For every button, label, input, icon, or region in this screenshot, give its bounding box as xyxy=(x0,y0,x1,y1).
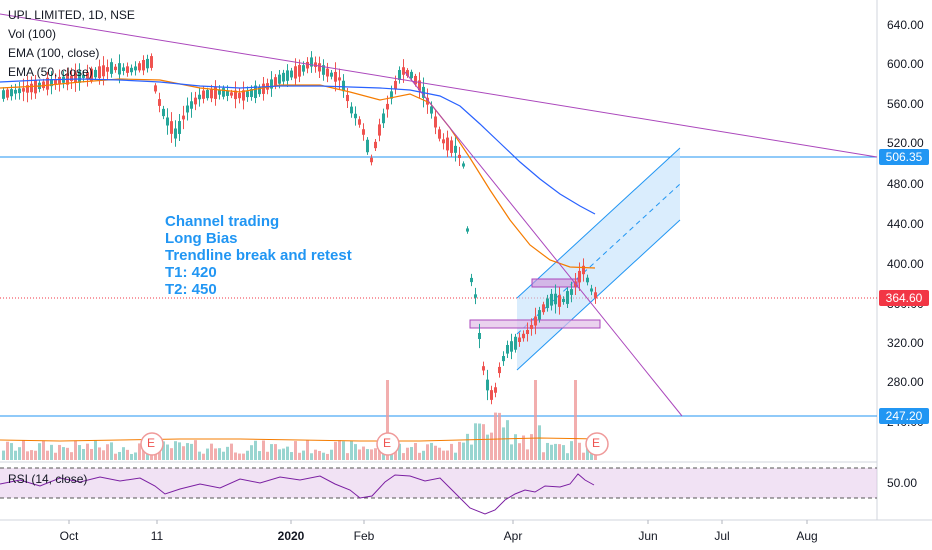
short-trendline[interactable] xyxy=(404,71,683,417)
time-tick-label: Aug xyxy=(796,529,817,543)
annotation-line-1: Channel trading xyxy=(165,213,280,230)
price-tag-506: 506.35 xyxy=(879,149,929,165)
indicator-legend: UPL LIMITED, 1D, NSE Vol (100) EMA (100,… xyxy=(8,6,135,82)
earnings-marker-label-2[interactable]: E xyxy=(383,436,392,450)
rsi-axis-tick: 50.00 xyxy=(887,476,917,490)
indicator-ema-50[interactable]: EMA (50, close) xyxy=(8,65,93,79)
price-tick-label: 520.00 xyxy=(887,136,924,150)
time-tick-label: 11 xyxy=(151,529,164,543)
ema-100-line xyxy=(0,78,596,215)
volume-ma-line xyxy=(0,437,601,442)
annotation-line-3: Trendline break and retest xyxy=(165,247,352,264)
annotation-line-5: T2: 450 xyxy=(165,281,217,298)
time-axis[interactable]: Oct 11 2020 Feb Apr Jun Jul Aug xyxy=(60,520,818,543)
price-tick-label: 280.00 xyxy=(887,375,924,389)
chart-annotation[interactable]: Channel trading Long Bias Trendline brea… xyxy=(165,213,352,298)
price-tag-364: 364.60 xyxy=(879,290,929,306)
earnings-marker-label-3[interactable]: E xyxy=(592,436,601,450)
volume-bars xyxy=(2,380,597,460)
time-tick-label: 2020 xyxy=(278,529,305,543)
rsi-line xyxy=(0,473,595,515)
indicator-vol[interactable]: Vol (100) xyxy=(8,27,57,41)
price-tick-label: 480.00 xyxy=(887,177,924,191)
price-tick-label: 600.00 xyxy=(887,57,924,71)
time-tick-label: Feb xyxy=(354,529,375,543)
indicator-ema-100[interactable]: EMA (100, close) xyxy=(8,46,100,60)
price-tick-label: 400.00 xyxy=(887,257,924,271)
price-tag-247: 247.20 xyxy=(879,408,929,424)
annotation-line-4: T1: 420 xyxy=(165,264,217,281)
time-tick-label: Jul xyxy=(714,529,729,543)
price-axis[interactable]: 640.00 600.00 560.00 520.00 480.00 440.00 400.… xyxy=(887,18,924,429)
earnings-marker-label-1[interactable]: E xyxy=(147,436,156,450)
annotation-line-2: Long Bias xyxy=(165,230,238,247)
symbol-title[interactable]: UPL LIMITED, 1D, NSE xyxy=(8,8,135,22)
time-tick-label: Jun xyxy=(638,529,657,543)
time-tick-label: Apr xyxy=(504,529,523,543)
price-tick-label: 320.00 xyxy=(887,336,924,350)
time-tick-label: Oct xyxy=(60,529,79,543)
long-trendline[interactable] xyxy=(0,13,878,158)
rsi-band xyxy=(0,468,877,498)
rsi-indicator-label[interactable]: RSI (14, close) xyxy=(8,472,88,486)
price-tick-label: 560.00 xyxy=(887,97,924,111)
price-tick-label: 640.00 xyxy=(887,18,924,32)
earnings-markers[interactable] xyxy=(140,432,609,456)
price-tick-label: 440.00 xyxy=(887,217,924,231)
ema-50-line xyxy=(0,78,596,269)
channel-drawing[interactable] xyxy=(516,147,681,371)
